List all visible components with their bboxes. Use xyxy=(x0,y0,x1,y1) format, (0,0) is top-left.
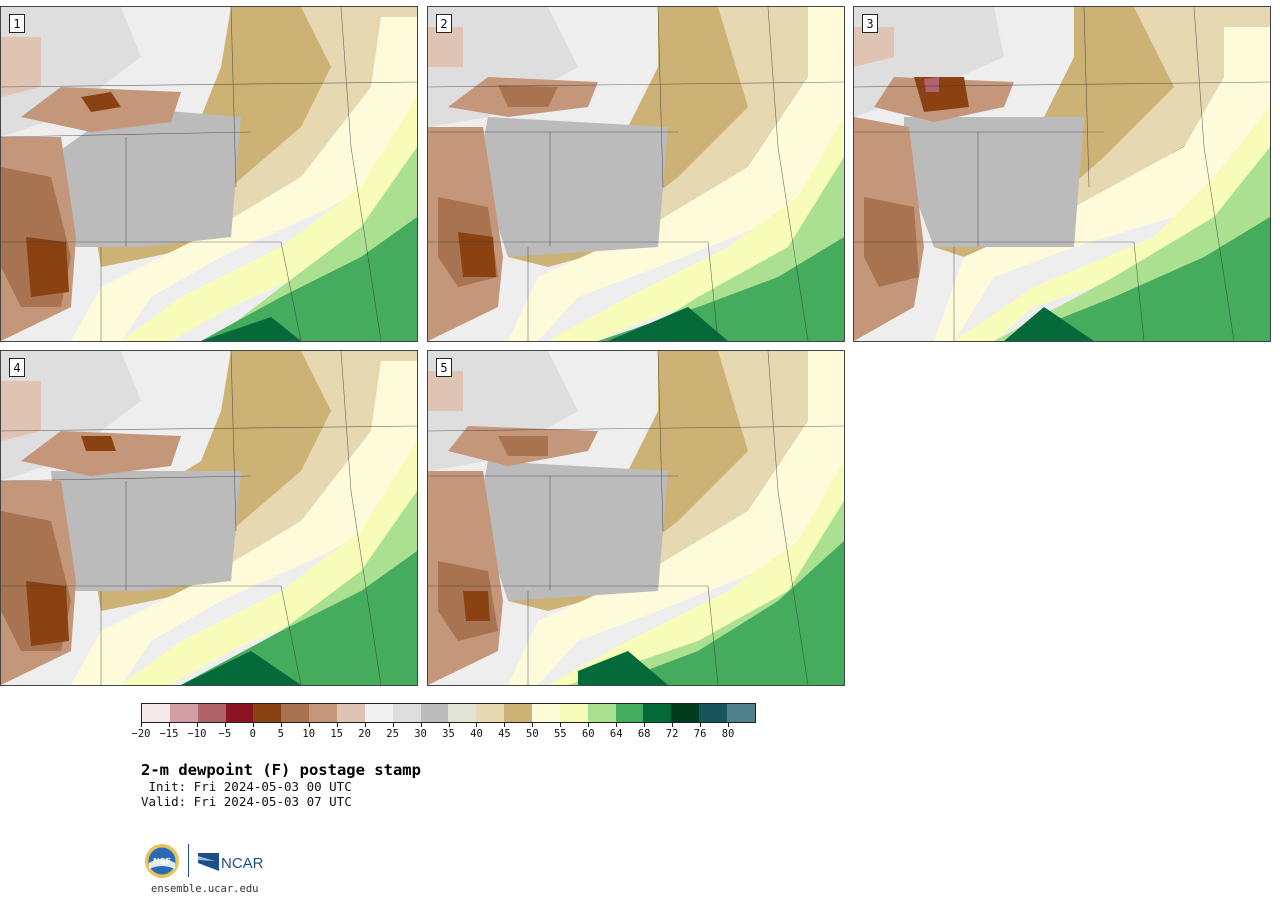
colorbar-tick xyxy=(504,723,506,727)
colorbar-tick-label: −15 xyxy=(159,728,179,740)
panel-number-label: 4 xyxy=(9,358,25,377)
colorbar-swatch xyxy=(671,704,700,722)
nsf-logo-icon: NSF xyxy=(145,844,179,878)
colorbar-swatch xyxy=(337,704,365,722)
colorbar-tick-label: 50 xyxy=(526,728,539,740)
colorbar-tick xyxy=(141,723,142,727)
colorbar-tick xyxy=(448,723,450,727)
colorbar-swatch xyxy=(364,704,393,722)
colorbar-swatch xyxy=(504,704,533,722)
colorbar-tick-label: −10 xyxy=(187,728,207,740)
colorbar-tick xyxy=(308,723,310,727)
map-panel-1: 1 xyxy=(0,6,418,342)
colorbar-swatch xyxy=(476,704,505,722)
colorbar-tick xyxy=(420,723,422,727)
panel-number-label: 5 xyxy=(436,358,452,377)
colorbar-swatch xyxy=(532,704,560,722)
init-time: Init: Fri 2024-05-03 00 UTC xyxy=(141,779,352,794)
site-url: ensemble.ucar.edu xyxy=(151,883,259,895)
colorbar-tick-label: 68 xyxy=(637,728,651,740)
chart-title: 2-m dewpoint (F) postage stamp xyxy=(141,761,421,779)
colorbar-tick-label: −20 xyxy=(131,728,151,740)
colorbar-tick xyxy=(476,723,478,727)
colorbar-swatch xyxy=(587,704,616,722)
map-panel-2: 2 xyxy=(427,6,845,342)
colorbar-tick xyxy=(336,723,338,727)
colorbar-tick-label: 80 xyxy=(721,728,735,740)
colorbar-tick xyxy=(252,723,254,727)
colorbar-tick-label: 10 xyxy=(302,728,316,740)
dewpoint-map xyxy=(428,7,844,341)
colorbar-swatch xyxy=(392,704,421,722)
dewpoint-map xyxy=(428,351,844,685)
colorbar-tick-label: 30 xyxy=(414,728,427,740)
colorbar-tick-label: 15 xyxy=(330,728,343,740)
colorbar-tick xyxy=(224,723,226,727)
colorbar-tick-label: 5 xyxy=(277,728,284,740)
panel-number-label: 3 xyxy=(862,14,878,33)
colorbar-swatch xyxy=(197,704,226,722)
colorbar-swatch xyxy=(420,704,449,722)
colorbar-tick xyxy=(588,723,590,727)
dewpoint-map xyxy=(854,7,1270,341)
colorbar-tick xyxy=(280,723,282,727)
colorbar-tick xyxy=(196,723,198,727)
colorbar-swatch xyxy=(142,704,170,722)
colorbar-tick xyxy=(364,723,366,727)
colorbar-swatch xyxy=(281,704,310,722)
logo-group: NSF NCAR xyxy=(144,843,284,879)
colorbar-tick-label: −5 xyxy=(218,728,232,740)
colorbar-tick xyxy=(560,723,562,727)
colorbar-tick-label: 35 xyxy=(442,728,455,740)
colorbar-swatch xyxy=(448,704,477,722)
colorbar-tick-label: 0 xyxy=(249,728,256,740)
colorbar-swatch xyxy=(643,704,672,722)
colorbar-swatch xyxy=(253,704,282,722)
colorbar-tick-label: 45 xyxy=(498,728,511,740)
panel-number-label: 2 xyxy=(436,14,452,33)
colorbar-tick xyxy=(728,723,730,727)
logo-divider xyxy=(188,844,189,877)
colorbar-swatch xyxy=(727,704,755,722)
colorbar-tick-label: 20 xyxy=(358,728,371,740)
colorbar-tick-label: 76 xyxy=(693,728,707,740)
colorbar-tick-label: 72 xyxy=(665,728,679,740)
colorbar-tick xyxy=(700,723,702,727)
colorbar-swatch xyxy=(169,704,198,722)
map-panel-4: 4 xyxy=(0,350,418,686)
panel-number-label: 1 xyxy=(9,14,25,33)
dewpoint-map xyxy=(1,7,417,341)
map-panel-3: 3 xyxy=(853,6,1271,342)
colorbar-tick xyxy=(532,723,534,727)
colorbar-tick xyxy=(616,723,618,727)
colorbar-tick-label: 40 xyxy=(470,728,483,740)
colorbar-tick-label: 60 xyxy=(581,728,595,740)
colorbar-tick xyxy=(392,723,394,727)
map-panel-5: 5 xyxy=(427,350,845,686)
colorbar-tick xyxy=(644,723,646,727)
colorbar-swatch xyxy=(559,704,588,722)
colorbar-tick xyxy=(672,723,674,727)
colorbar-swatch xyxy=(309,704,338,722)
dewpoint-map xyxy=(1,351,417,685)
colorbar-swatch xyxy=(615,704,644,722)
colorbar-tick-label: 55 xyxy=(553,728,567,740)
colorbar-swatch xyxy=(699,704,728,722)
ncar-logo-icon: NCAR xyxy=(198,853,264,872)
nsf-logo-text: NSF xyxy=(153,857,171,866)
colorbar-tick-label: 25 xyxy=(386,728,399,740)
colorbar-tick xyxy=(168,723,170,727)
colorbar-tick-label: 64 xyxy=(609,728,623,740)
colorbar-swatch xyxy=(225,704,254,722)
ncar-logo-text: NCAR xyxy=(221,855,264,872)
colorbar-ticks: −20 −15 −10 −5 0 5 10 15 20 25 30 35 40 45 50 55 60 64 68 7… xyxy=(132,723,756,743)
dewpoint-colorbar xyxy=(141,703,756,723)
valid-time: Valid: Fri 2024-05-03 07 UTC xyxy=(141,794,352,809)
